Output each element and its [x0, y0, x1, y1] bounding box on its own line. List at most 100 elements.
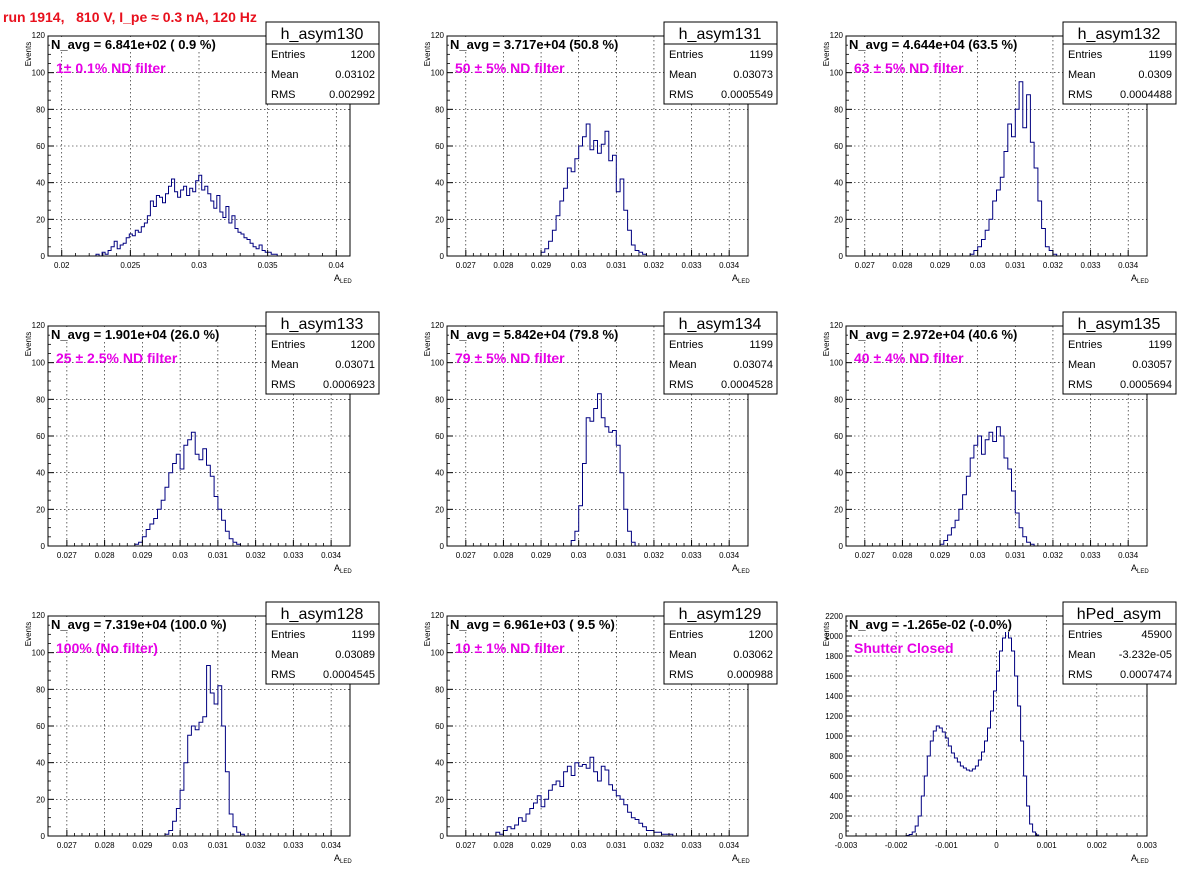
stats-value: 1200 [749, 629, 773, 641]
histogram-line [495, 756, 674, 836]
x-tick-label: 0.031 [606, 261, 627, 270]
y-tick-label: 0 [440, 252, 445, 261]
y-tick-label: 0 [839, 252, 844, 261]
x-tick-label: 0.034 [719, 841, 740, 850]
y-tick-label: 1200 [825, 712, 843, 721]
x-tick-label: 0.04 [328, 261, 344, 270]
y-axis-title: Events [423, 622, 432, 646]
stats-label: RMS [1068, 669, 1092, 681]
filter-annotation: 25 ± 2.5% ND filter [56, 350, 178, 366]
x-tick-label: 0.033 [682, 261, 703, 270]
hist-name: h_asym131 [679, 26, 762, 43]
y-tick-label: 2000 [825, 632, 843, 641]
filter-annotation: 100% (No filter) [56, 640, 158, 656]
stats-label: RMS [669, 89, 693, 101]
x-tick-label: 0.028 [892, 261, 913, 270]
x-tick-label: 0.029 [531, 261, 552, 270]
stats-value: 0.000988 [727, 669, 773, 681]
y-tick-label: 80 [36, 685, 45, 694]
x-tick-label: 0.027 [456, 551, 477, 560]
x-tick-label: 0.003 [1137, 841, 1158, 850]
stats-value: 0.0004488 [1120, 89, 1172, 101]
x-tick-label: 0 [994, 841, 999, 850]
x-tick-label: 0.031 [606, 841, 627, 850]
y-tick-label: 100 [431, 649, 445, 658]
y-tick-label: 80 [435, 685, 444, 694]
histogram-line [540, 123, 647, 256]
y-tick-label: 60 [36, 142, 45, 151]
y-tick-label: 40 [834, 469, 843, 478]
navg-bg [50, 617, 228, 632]
hist-name: h_asym128 [281, 606, 364, 623]
stats-box [1062, 623, 1177, 685]
x-tick-label: 0.002 [1087, 841, 1108, 850]
y-axis-title: Events [423, 332, 432, 356]
navg-bg [449, 617, 616, 632]
y-tick-label: 20 [435, 215, 444, 224]
x-tick-label: 0.028 [493, 261, 514, 270]
filter-annotation: 10 ± 1% ND filter [455, 640, 565, 656]
x-tick-label: 0.031 [208, 551, 229, 560]
y-tick-label: 400 [830, 792, 844, 801]
histogram-panel-h_asym134: 0.027 0.028 0.029 0.03 0.031 0.032 0.033 0.034 0… [423, 311, 778, 575]
x-axis-title: ALED [732, 273, 750, 285]
y-tick-label: 120 [431, 321, 445, 330]
stats-label: RMS [669, 379, 693, 391]
filter-annotation: 63 ± 5% ND filter [854, 60, 964, 76]
navg-label: N_avg = 5.842e+04 (79.8 %) [450, 327, 618, 342]
y-tick-label: 120 [32, 321, 46, 330]
x-tick-label: 0.032 [1043, 551, 1064, 560]
histogram-panel-h_asym129: 0.027 0.028 0.029 0.03 0.031 0.032 0.033 0.034 0… [423, 601, 778, 865]
x-axis-title: ALED [334, 563, 352, 575]
stats-value: 0.03089 [335, 649, 375, 661]
x-tick-label: 0.033 [682, 551, 703, 560]
histogram-line [939, 426, 1035, 546]
x-axis-title: ALED [1131, 563, 1149, 575]
x-axis-title: ALED [732, 853, 750, 865]
x-tick-label: 0.028 [95, 841, 116, 850]
x-tick-label: 0.031 [1005, 551, 1026, 560]
y-axis-title: Events [24, 622, 33, 646]
stats-value: 0.0309 [1138, 69, 1172, 81]
histogram-line [134, 431, 241, 546]
y-tick-label: 40 [435, 179, 444, 188]
navg-bg [848, 37, 1019, 52]
y-tick-label: 20 [36, 215, 45, 224]
x-tick-label: 0.03 [172, 551, 188, 560]
x-tick-label: 0.032 [246, 551, 267, 560]
y-tick-label: 0 [839, 542, 844, 551]
navg-label: N_avg = -1.265e-02 (-0.0%) [849, 617, 1012, 632]
stats-value: 0.03062 [733, 649, 773, 661]
navg-bg [848, 617, 1013, 632]
y-tick-label: 120 [830, 31, 844, 40]
stats-label: RMS [1068, 89, 1092, 101]
hist-name: h_asym133 [281, 316, 364, 333]
x-tick-label: 0.027 [57, 551, 78, 560]
x-tick-label: 0.033 [682, 841, 703, 850]
stats-label: Entries [1068, 339, 1103, 351]
stats-box [663, 333, 778, 395]
x-axis-title: ALED [1131, 853, 1149, 865]
y-axis-title: Events [24, 332, 33, 356]
y-tick-label: 40 [36, 759, 45, 768]
y-tick-label: 1800 [825, 652, 843, 661]
hist-name: h_asym132 [1078, 26, 1161, 43]
y-tick-label: 100 [32, 69, 46, 78]
y-tick-label: 100 [431, 359, 445, 368]
y-tick-label: 20 [834, 505, 843, 514]
navg-bg [848, 327, 1019, 342]
y-tick-label: 120 [431, 611, 445, 620]
stats-value: 0.0004545 [323, 669, 375, 681]
y-tick-label: 60 [435, 722, 444, 731]
y-tick-label: 80 [834, 105, 843, 114]
stats-value: 0.0004528 [721, 379, 773, 391]
stats-label: Entries [669, 629, 704, 641]
stats-box [265, 623, 380, 685]
y-tick-label: 20 [36, 505, 45, 514]
x-tick-label: -0.001 [935, 841, 958, 850]
x-tick-label: 0.028 [95, 551, 116, 560]
y-tick-label: 60 [36, 722, 45, 731]
x-tick-label: 0.028 [892, 551, 913, 560]
stats-value: 0.03073 [733, 69, 773, 81]
x-tick-label: 0.032 [1043, 261, 1064, 270]
